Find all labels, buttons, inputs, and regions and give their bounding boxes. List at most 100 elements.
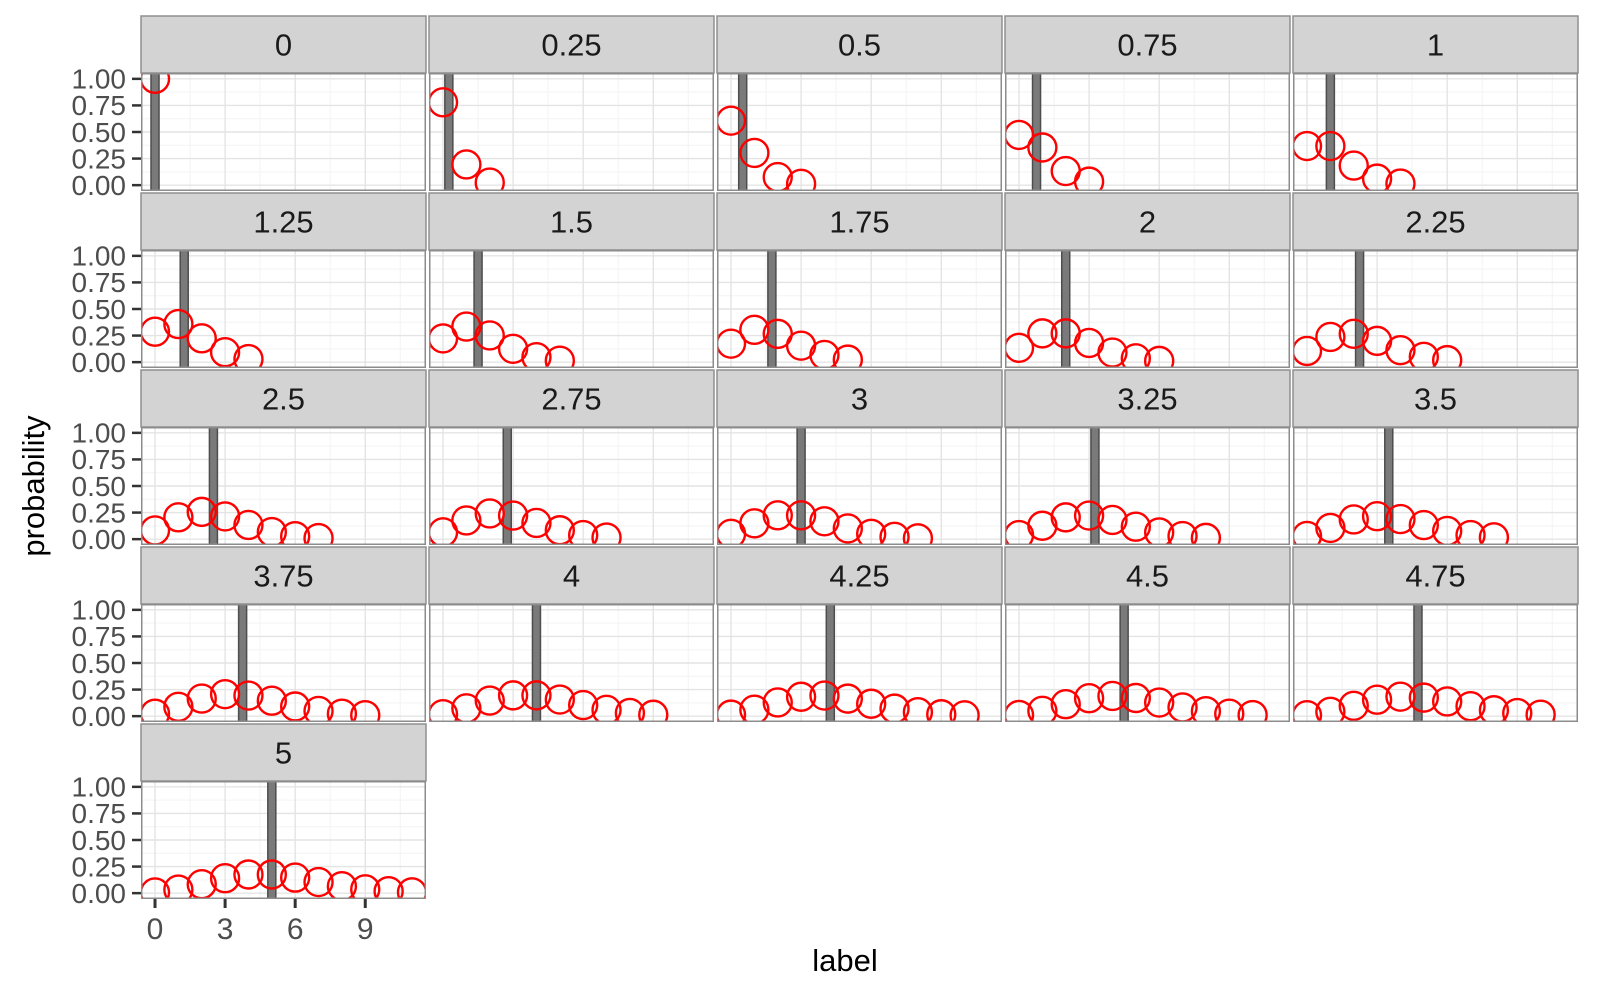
data-point-circle: [303, 522, 334, 545]
data-point-circle: [1455, 519, 1486, 545]
data-point-circle: [163, 308, 194, 340]
facet: 4: [428, 546, 715, 722]
data-point-circle: [163, 874, 194, 899]
facet: 0 1.000.750.500.250.00: [72, 15, 427, 201]
panel-border: [141, 73, 426, 191]
y-tick-label: 1.00: [72, 595, 127, 626]
mean-vline: [179, 250, 189, 368]
panel-border: [1293, 604, 1578, 722]
facet: 2.75: [428, 369, 715, 545]
data-point-circle: [497, 333, 529, 365]
data-point-circle: [497, 680, 529, 711]
panel-border: [717, 604, 1002, 722]
y-tick-label: 1.00: [72, 64, 127, 95]
y-tick-label: 0.00: [72, 347, 127, 378]
data-point-circle: [233, 509, 264, 541]
panel-border: [1005, 250, 1290, 368]
data-point-circle: [739, 137, 770, 169]
data-point-circle: [832, 344, 864, 368]
data-point-circle: [209, 678, 241, 710]
facet: 2.25: [1292, 192, 1579, 368]
data-point-circle: [1143, 517, 1175, 545]
data-point-circle: [1143, 345, 1175, 368]
facet-strip-label: 5: [275, 736, 292, 771]
mean-vline: [531, 604, 542, 722]
data-point-circle: [256, 516, 288, 545]
data-point-circle: [1338, 690, 1369, 721]
y-tick-label: 0.50: [72, 648, 127, 679]
facet-strip: [716, 546, 1003, 605]
facet-strip: [1292, 15, 1579, 74]
data-point-circle: [303, 866, 334, 898]
data-point-circle: [785, 500, 817, 531]
facet-panel: [717, 604, 1002, 722]
panel-border: [1293, 427, 1578, 545]
data-point-circle: [591, 694, 622, 722]
data-point-circle: [739, 314, 770, 346]
y-tick-label: 0.00: [72, 524, 127, 555]
facet-strip-label: 0.25: [541, 28, 601, 63]
facet-strip: [140, 369, 427, 428]
data-point-circle: [373, 876, 404, 899]
data-point-circle: [1050, 688, 1081, 720]
data-point-circle: [544, 684, 576, 715]
facet: 1.75: [716, 192, 1003, 368]
facet-panel: [141, 604, 426, 722]
panel-border: [1293, 73, 1578, 191]
y-tick-label: 0.75: [72, 444, 127, 475]
facet-strip: [140, 723, 427, 782]
panel-border: [141, 604, 426, 722]
mean-vline: [473, 250, 483, 368]
mean-vline: [767, 250, 777, 368]
data-point-circle: [949, 700, 980, 722]
data-point-circle: [186, 496, 217, 528]
data-point-circle: [1315, 321, 1346, 353]
facet-panel: [1293, 73, 1578, 191]
data-point-circle: [350, 699, 381, 722]
facet: 5 1.000.750.500.250.00 0 3 6 9: [72, 723, 427, 946]
facet-panel: [1293, 604, 1578, 722]
mean-vline: [796, 427, 806, 545]
facet: 0.5: [716, 15, 1003, 191]
data-point-circle: [451, 149, 482, 180]
facet-strip: [1292, 192, 1579, 251]
facet: 3.5: [1292, 369, 1579, 545]
mean-vline: [444, 73, 454, 191]
y-tick-label: 0.25: [72, 851, 127, 882]
panel-border: [141, 781, 426, 899]
facet: 1: [1292, 15, 1579, 191]
data-point-circle: [926, 699, 957, 722]
data-point-circle: [1478, 695, 1510, 722]
data-point-circle: [739, 508, 770, 539]
data-point-circle: [474, 320, 505, 351]
facet-strip: [716, 192, 1003, 251]
y-tick-label: 0.50: [72, 117, 127, 148]
data-point-circle: [1120, 682, 1152, 714]
data-point-circle: [1143, 687, 1175, 718]
data-point-circle: [326, 871, 358, 899]
data-point-circle: [879, 693, 910, 722]
y-tick-label: 0.25: [72, 320, 127, 351]
facet: 3.25: [1004, 369, 1291, 545]
data-point-circle: [521, 507, 552, 539]
panel-border: [1005, 73, 1290, 191]
data-point-circle: [256, 685, 288, 716]
data-point-circle: [474, 685, 505, 716]
y-tick-label: 0.75: [72, 798, 127, 829]
facet-strip: [1004, 546, 1291, 605]
data-point-circle: [1237, 699, 1268, 722]
data-point-circle: [1338, 150, 1369, 181]
data-point-circle: [1073, 166, 1105, 191]
facet: 4.25: [716, 546, 1003, 722]
data-point-circle: [567, 689, 599, 721]
data-point-circle: [209, 863, 241, 894]
y-tick-label: 0.75: [72, 90, 127, 121]
data-point-circle: [1027, 132, 1058, 163]
facet-strip: [1004, 369, 1291, 428]
data-point-circle: [1455, 690, 1486, 722]
data-point-circle: [474, 167, 505, 191]
panel-border: [717, 73, 1002, 191]
facet-panel: [429, 604, 714, 722]
facet-panel: [1293, 250, 1578, 368]
facet-panel: [141, 250, 426, 368]
